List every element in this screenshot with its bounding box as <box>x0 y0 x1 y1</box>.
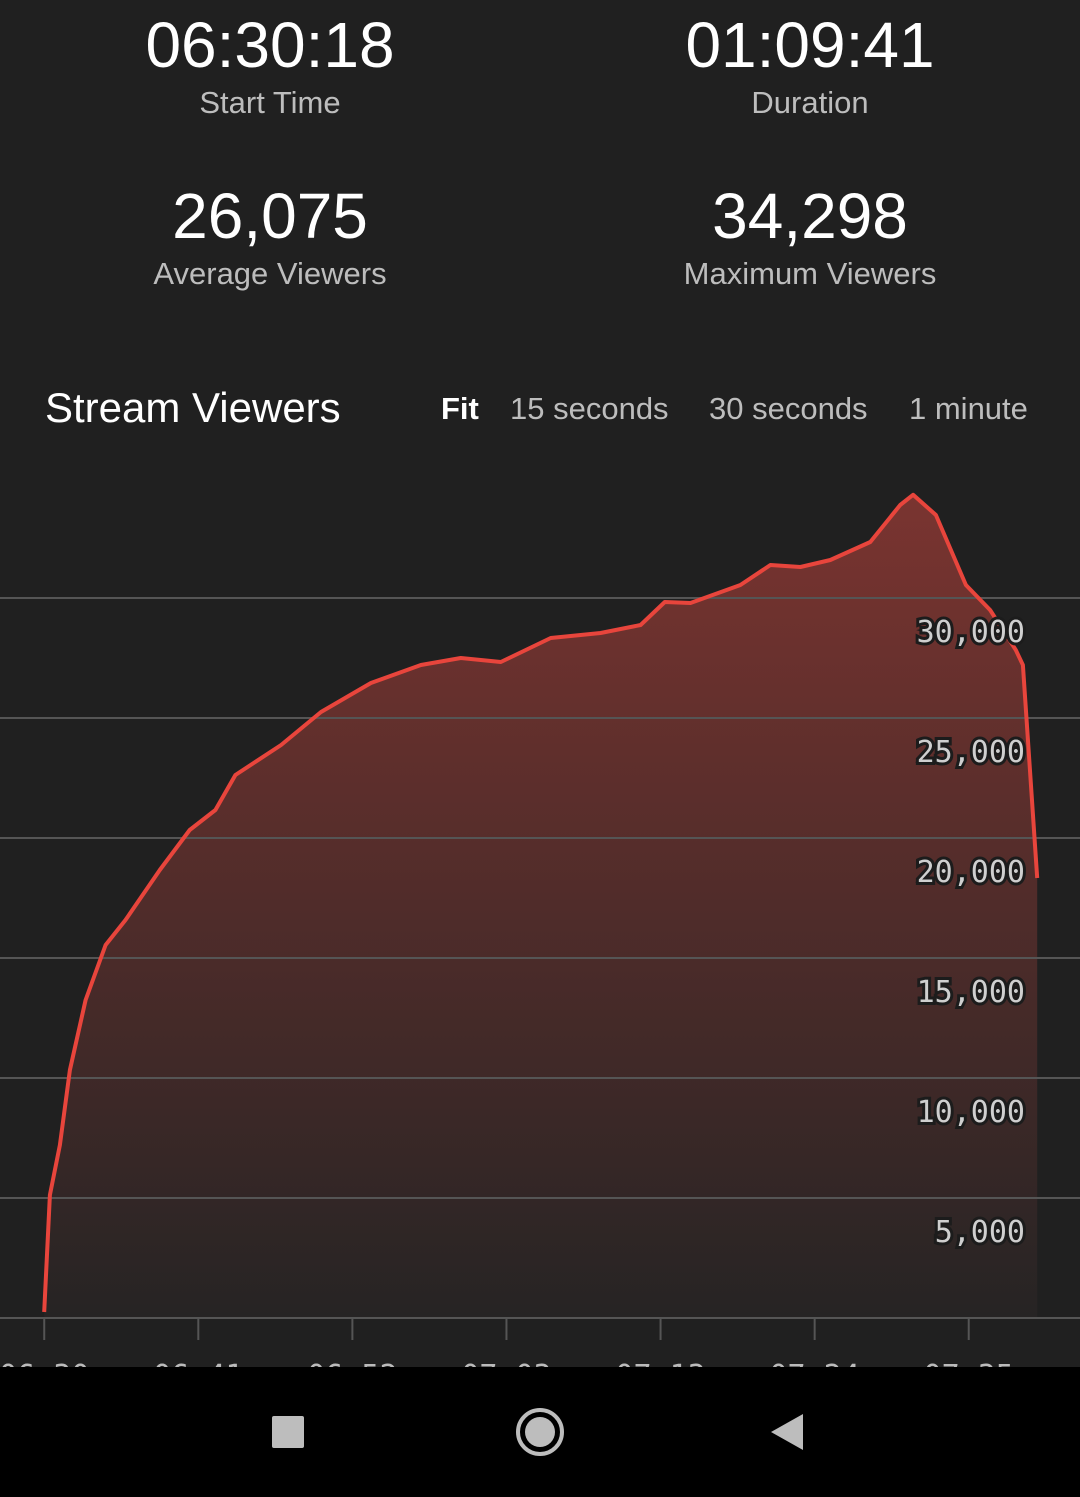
back-button[interactable] <box>771 1414 803 1450</box>
stat-label: Start Time <box>199 85 340 120</box>
range-option[interactable]: 15 seconds <box>510 391 669 426</box>
chart-title: Stream Viewers <box>45 384 341 431</box>
y-tick-label: 20,000 <box>917 855 1025 890</box>
stat-label: Duration <box>751 85 868 120</box>
area <box>44 494 1038 1318</box>
home-button-dot <box>525 1417 555 1447</box>
stat-value: 26,075 <box>172 180 368 252</box>
y-tick-label: 5,000 <box>935 1215 1025 1250</box>
stat-value: 01:09:41 <box>685 9 934 81</box>
stat-label: Maximum Viewers <box>684 256 937 291</box>
home-button[interactable] <box>516 1408 564 1456</box>
range-option[interactable]: 30 seconds <box>709 391 868 426</box>
stat-value: 34,298 <box>712 180 908 252</box>
y-tick-label: 10,000 <box>917 1095 1025 1130</box>
stat-label: Average Viewers <box>153 256 386 291</box>
range-option[interactable]: Fit <box>441 391 479 426</box>
line <box>42 492 1040 1313</box>
y-tick-label: 30,000 <box>917 615 1025 650</box>
y-tick-label: 15,000 <box>917 975 1025 1010</box>
recents-button[interactable] <box>272 1416 304 1448</box>
range-option[interactable]: 1 minute <box>909 391 1028 426</box>
y-tick-label: 25,000 <box>917 735 1025 770</box>
stat-value: 06:30:18 <box>145 9 394 81</box>
